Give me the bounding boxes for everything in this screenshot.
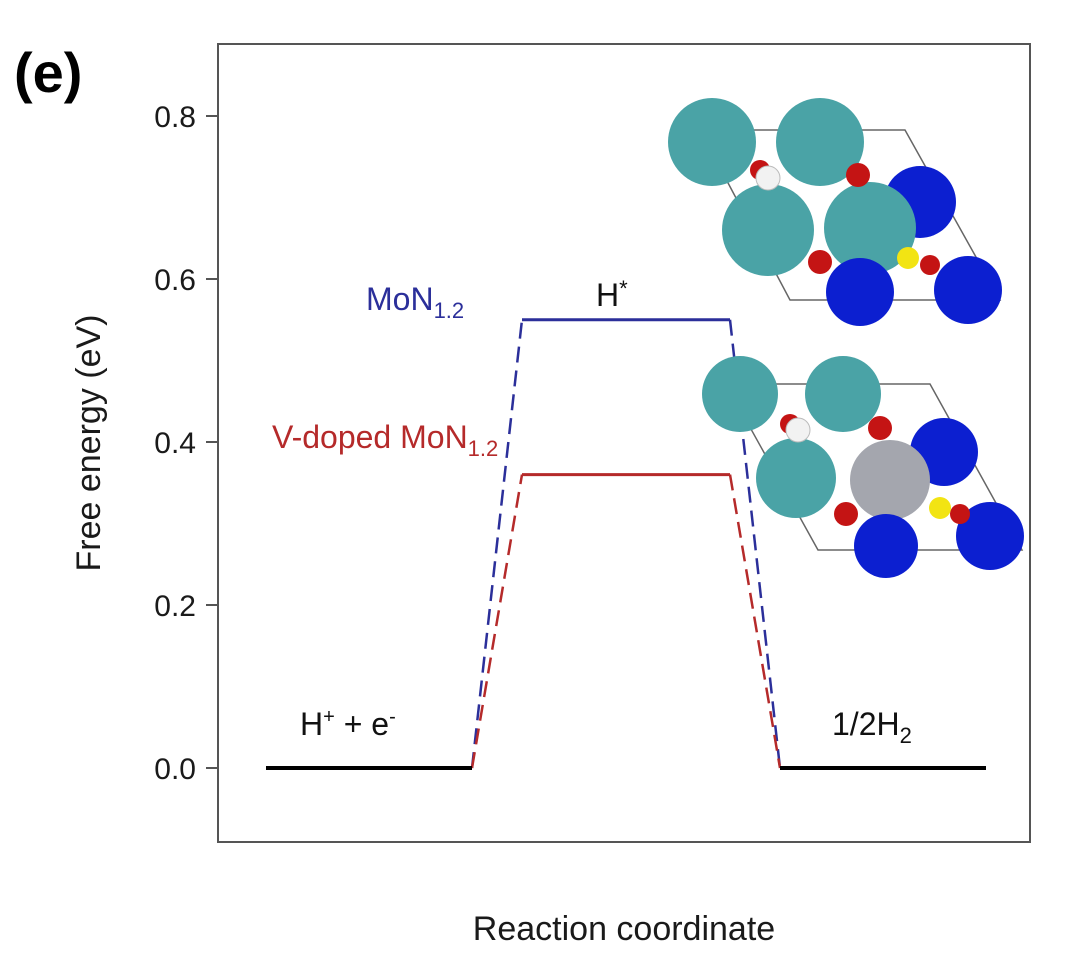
h-atom: [755, 165, 781, 191]
mo-atom: [805, 356, 881, 432]
mo-atom: [756, 438, 836, 518]
mo-atom: [668, 98, 756, 186]
series-connector-up: [470, 319, 524, 769]
state-label-reactant: H+ + e-: [300, 706, 396, 742]
v-atom: [850, 440, 930, 520]
series-and-state-labels: MoN1.2 V-doped MoN1.2 H+ + e- H* 1/2H2: [272, 276, 912, 748]
n-atom: [956, 502, 1024, 570]
structure-inset-mon: [668, 98, 1002, 326]
o-atom: [846, 163, 870, 187]
series-label: V-doped MoN1.2: [272, 419, 498, 461]
dopant-site-atom: [897, 247, 919, 269]
o-atom: [950, 504, 970, 524]
o-atom: [834, 502, 858, 526]
series-lines: [266, 318, 986, 770]
series-connector-up: [470, 474, 524, 769]
y-tick-label: 0.8: [154, 101, 196, 134]
series-label: MoN1.2: [366, 281, 464, 323]
structure-inset-v-doped: [702, 356, 1024, 578]
series-connector-down: [728, 474, 782, 769]
panel-label: (e): [14, 41, 82, 104]
state-label-intermediate: H*: [596, 276, 628, 313]
y-axis-title: Free energy (eV): [70, 315, 108, 572]
mo-atom: [824, 182, 916, 274]
y-tick-label: 0.0: [154, 753, 196, 786]
y-tick-label: 0.2: [154, 590, 196, 623]
n-atom: [934, 256, 1002, 324]
n-atom: [854, 514, 918, 578]
y-tick-label: 0.6: [154, 264, 196, 297]
x-axis-title: Reaction coordinate: [473, 910, 775, 948]
mo-atom: [722, 184, 814, 276]
mo-atom: [776, 98, 864, 186]
dopant-site-atom: [929, 497, 951, 519]
o-atom: [920, 255, 940, 275]
n-atom: [826, 258, 894, 326]
y-tick-label: 0.4: [154, 427, 196, 460]
h-atom: [785, 417, 811, 443]
y-axis-ticks: 0.0 0.2 0.4 0.6 0.8: [154, 101, 218, 786]
mo-atom: [702, 356, 778, 432]
state-label-product: 1/2H2: [832, 706, 912, 748]
o-atom: [808, 250, 832, 274]
o-atom: [868, 416, 892, 440]
